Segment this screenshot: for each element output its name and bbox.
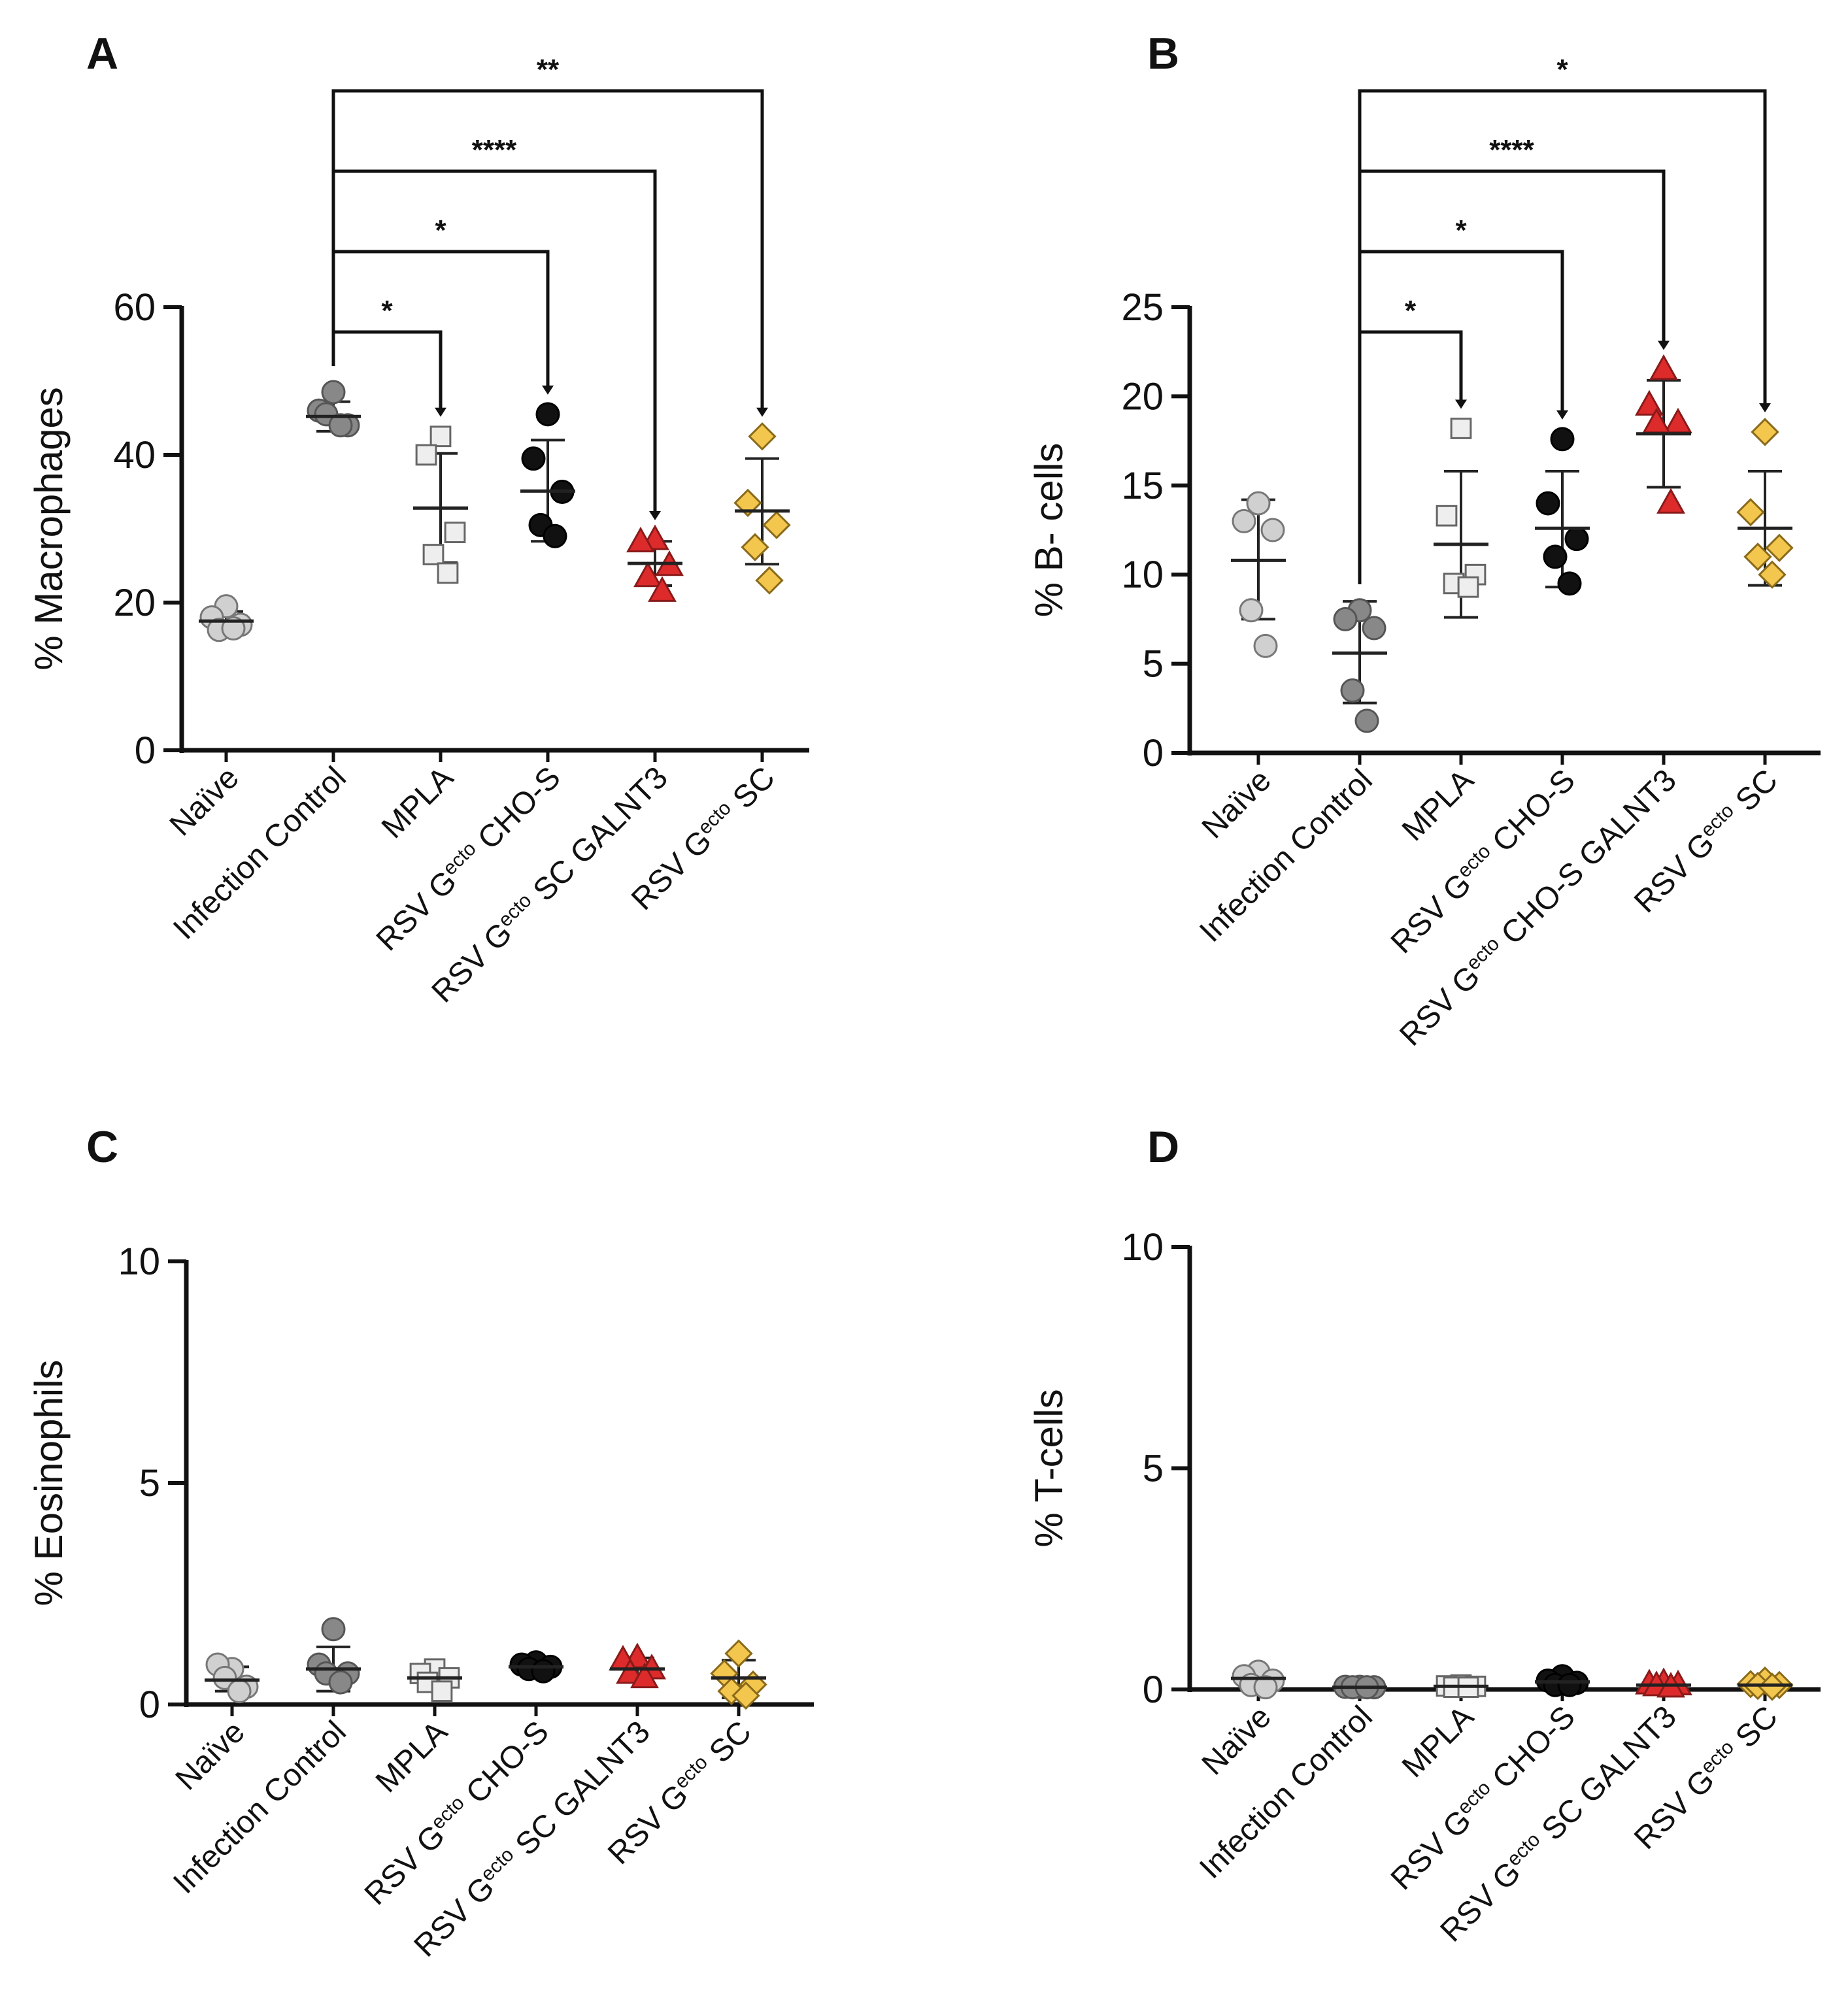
data-point [535,402,560,427]
data-point [1550,427,1575,452]
y-tick-label: 10 [1121,554,1164,596]
data-point [1260,518,1285,542]
data-point [328,1670,353,1695]
data-point [521,446,546,471]
y-axis-title: % B- cells [1027,443,1071,618]
significance-bracket-tip [756,407,768,417]
data-point [328,413,353,438]
data-point [731,1681,760,1710]
data-point [741,533,769,561]
data-point [1340,678,1365,703]
y-tick-label: 0 [1143,732,1164,774]
data-point [1557,571,1582,596]
data-point [422,544,445,565]
y-axis-title: % Eosinophils [27,1360,71,1606]
data-point [221,616,246,641]
y-tick-label: 20 [1121,375,1164,418]
y-tick-label: 20 [113,582,156,624]
data-point [1362,616,1386,640]
data-point [1436,505,1458,527]
data-point [1536,491,1560,516]
significance-bracket-tip [542,385,554,395]
data-point [1239,598,1264,623]
data-point [1765,533,1794,562]
data-point [1758,560,1787,589]
data-point [1751,418,1779,446]
data-point [755,566,784,595]
significance-bracket-tip [649,510,661,520]
data-point [724,1639,753,1668]
y-tick-label: 5 [1143,643,1164,686]
significance-stars: ** [537,54,560,86]
data-point [626,526,655,553]
y-tick-label: 40 [113,434,156,476]
significance-stars: * [435,214,446,246]
data-point [543,524,567,548]
data-point [1635,390,1664,416]
data-point [1543,544,1568,569]
y-tick-label: 25 [1121,286,1164,329]
data-point [1736,498,1765,527]
panel-label: C [86,1122,118,1172]
data-point [437,562,459,584]
data-point [630,1662,659,1689]
y-tick-label: 5 [1143,1448,1164,1490]
significance-bracket-tip [1658,341,1670,350]
y-axis-title: % Macrophages [27,387,71,671]
data-point [1333,607,1358,631]
data-point [1656,488,1685,514]
data-point [1246,491,1271,516]
data-point [717,1676,746,1706]
significance-bracket [331,89,764,412]
data-point [1253,633,1278,658]
data-point [1743,542,1772,571]
data-point [429,425,452,448]
data-point [444,522,466,544]
data-point [227,1679,252,1704]
significance-bracket [1358,89,1767,584]
panel-label: D [1147,1122,1179,1172]
data-point [1253,1675,1278,1700]
y-tick-label: 10 [118,1240,160,1283]
data-point [321,1617,346,1642]
significance-stars: **** [1489,134,1534,166]
y-tick-label: 0 [135,729,156,772]
data-point [748,422,777,451]
data-point [431,1680,453,1703]
data-point [1450,418,1472,439]
data-point [762,510,791,540]
y-tick-label: 0 [1143,1669,1164,1711]
y-tick-label: 60 [113,286,156,329]
data-point [1758,1672,1787,1701]
y-tick-label: 0 [139,1684,160,1726]
significance-stars: **** [472,134,517,166]
data-point [1457,576,1479,598]
data-point [1354,708,1379,733]
data-point [1649,354,1678,380]
data-point [531,1659,556,1684]
significance-bracket-tip [1759,403,1771,412]
panel-label: B [1147,29,1179,78]
data-point [1564,527,1589,552]
y-tick-label: 5 [139,1462,160,1504]
y-tick-label: 10 [1121,1226,1164,1269]
significance-stars: * [381,295,393,327]
data-point [1557,1672,1582,1697]
y-tick-label: 15 [1121,465,1164,507]
data-point [415,444,437,466]
y-axis-title: % T-cells [1027,1389,1071,1547]
significance-stars: * [1455,214,1467,246]
data-point [648,576,677,602]
data-point [633,561,662,588]
significance-bracket-tip [1556,410,1568,420]
significance-bracket-tip [435,407,446,417]
significance-stars: * [1405,295,1417,327]
significance-stars: * [1556,54,1568,86]
significance-bracket-tip [1455,399,1467,409]
data-point [321,380,346,405]
data-point [733,488,762,518]
panel-label: A [86,29,118,78]
data-point [1232,508,1256,533]
